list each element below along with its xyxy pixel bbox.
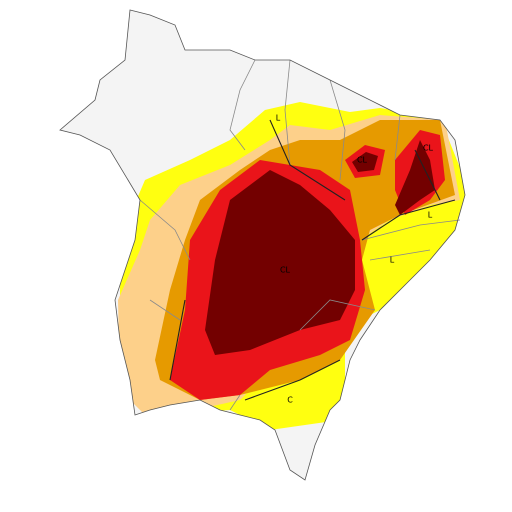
map-label: CL	[357, 156, 368, 165]
layer-exceptional	[205, 170, 355, 355]
map-label: C	[287, 396, 293, 405]
map-label: L	[390, 256, 395, 265]
impact-lines	[169, 119, 456, 401]
drought-layers	[118, 102, 465, 430]
map-label: L	[276, 114, 281, 123]
state-borders	[139, 59, 461, 411]
map-label: CL	[423, 144, 434, 153]
map-base	[59, 9, 466, 481]
region-outline	[59, 9, 466, 481]
map-label: CL	[280, 266, 291, 275]
layer-exceptional	[352, 152, 378, 172]
layer-exceptional	[395, 140, 435, 215]
map-label: L	[428, 211, 433, 220]
